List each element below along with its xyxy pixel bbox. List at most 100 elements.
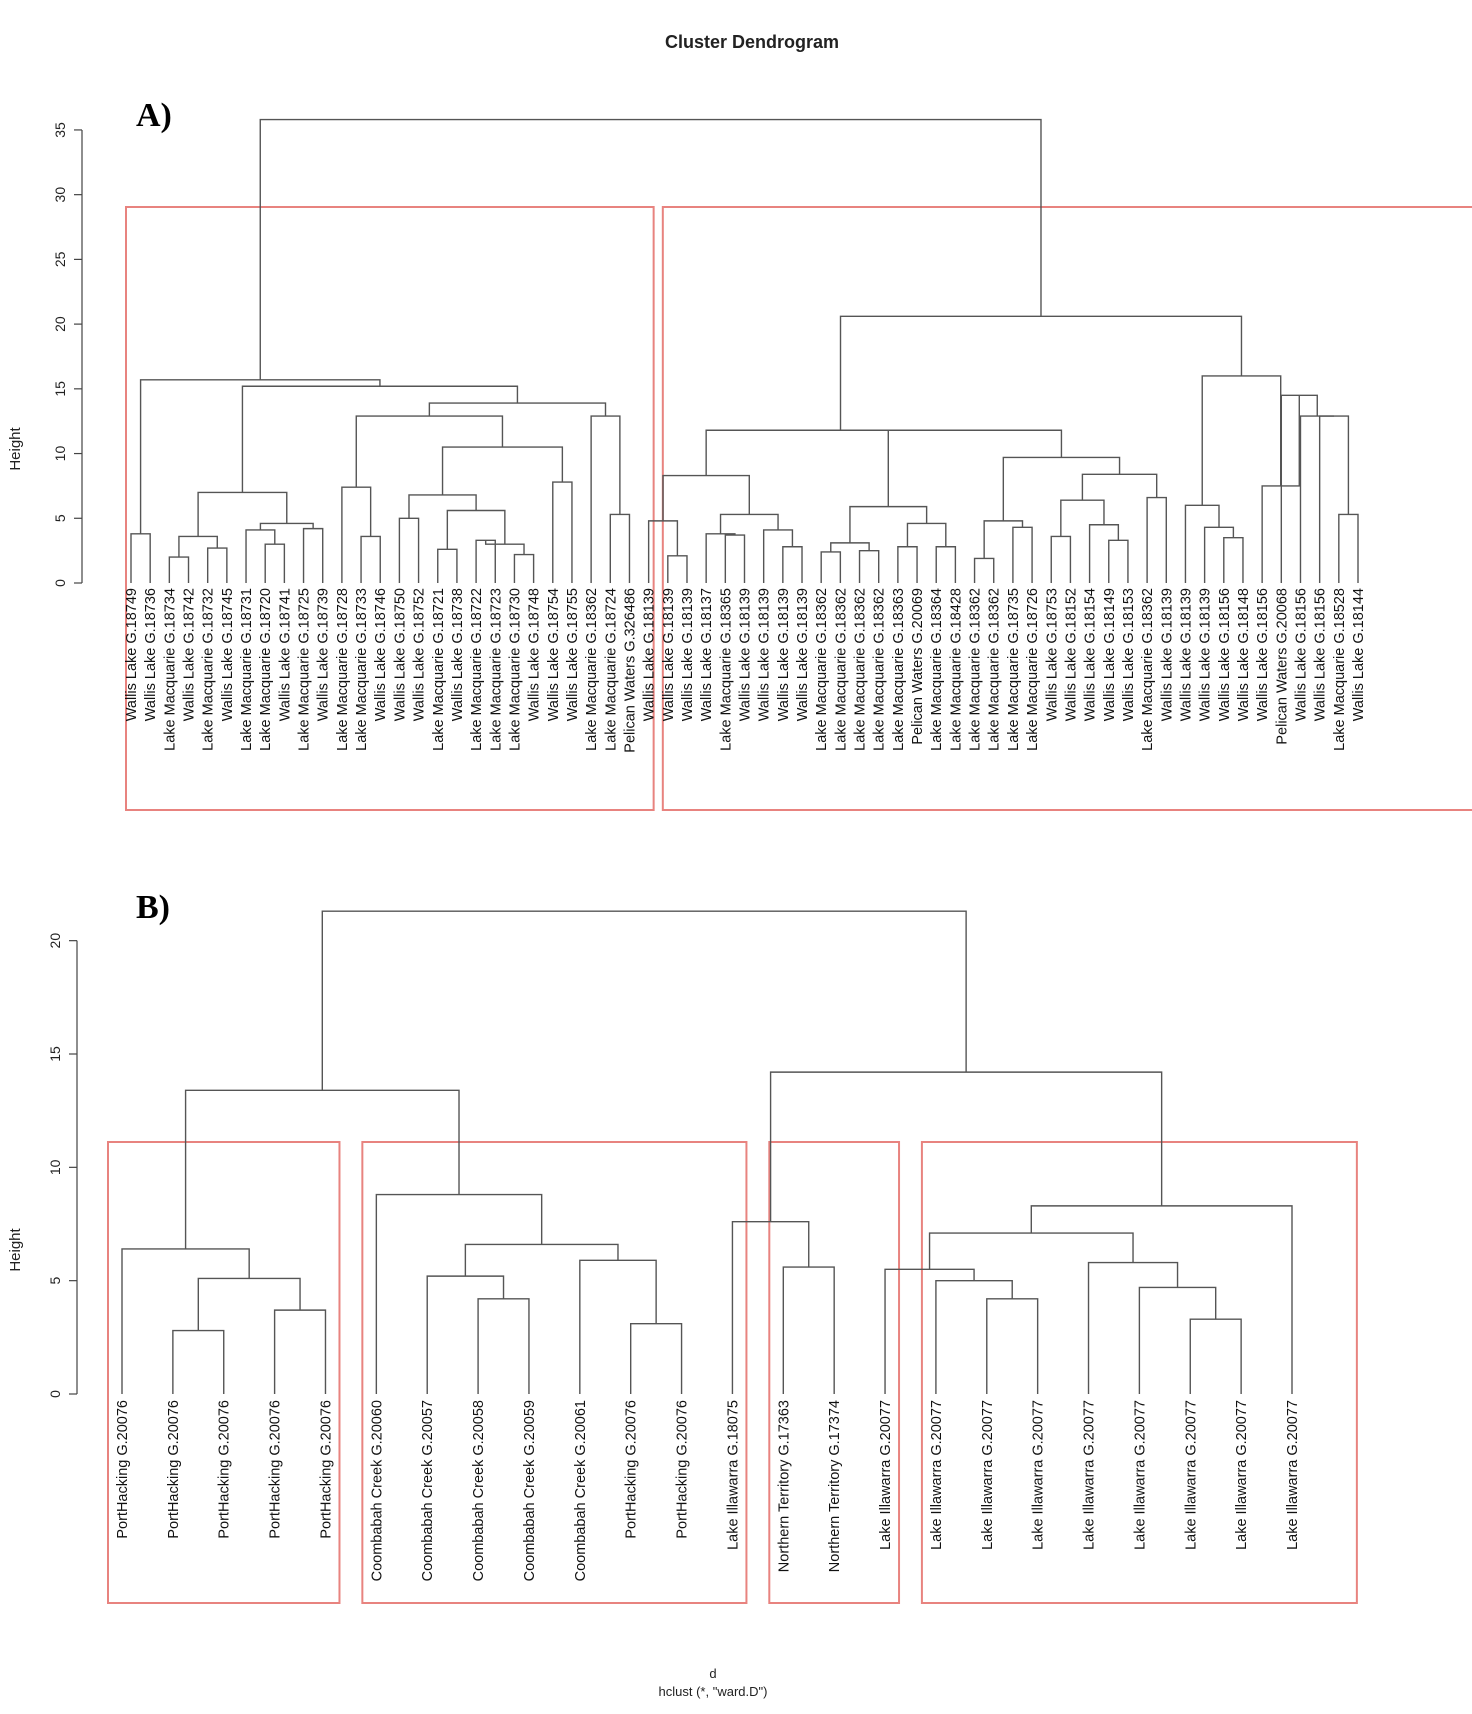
panel-a-label: A) xyxy=(136,97,172,134)
leaf-label: Wallis Lake G.18154 xyxy=(1083,588,1099,721)
leaf-label: Lake Macquarie G.18722 xyxy=(469,588,485,751)
leaf-label: Coombabah Creek G.20057 xyxy=(420,1400,436,1581)
leaf-label: Lake Macquarie G.18428 xyxy=(948,588,964,751)
leaf-label: PortHacking G.20076 xyxy=(675,1400,691,1539)
leaf-label: Lake Macquarie G.18362 xyxy=(853,588,869,751)
dendrogram-branch xyxy=(705,429,975,476)
leaf-label: Lake Macquarie G.18363 xyxy=(891,588,907,751)
leaf-label: Lake Illawarra G.20077 xyxy=(1082,1400,1098,1550)
dendrogram-branch xyxy=(475,539,496,583)
leaf-label: Lake Macquarie G.18725 xyxy=(297,588,313,751)
leaf-label: Lake Macquarie G.18734 xyxy=(162,588,178,751)
leaf-label: Lake Illawarra G.20077 xyxy=(929,1400,945,1550)
y-tick-label: 25 xyxy=(52,251,68,267)
leaf-label: PortHacking G.20076 xyxy=(318,1400,334,1539)
leaf-label: Pelican Waters G.326486 xyxy=(622,588,638,753)
leaf-label: Wallis Lake G.18750 xyxy=(392,588,408,721)
dendrogram-branch xyxy=(935,1279,1013,1394)
leaf-label: PortHacking G.20076 xyxy=(268,1400,284,1539)
leaf-label: Wallis Lake G.18739 xyxy=(316,588,332,721)
y-tick-label: 0 xyxy=(47,1390,63,1398)
dendrogram-branch xyxy=(1203,526,1235,583)
dendrogram-branch xyxy=(906,522,947,547)
panel-b-cluster-rectangles xyxy=(107,1141,1358,1604)
leaf-label: Wallis Lake G.18736 xyxy=(143,588,159,721)
leaf-label: Wallis Lake G.18748 xyxy=(527,588,543,721)
leaf-label: Coombabah Creek G.20059 xyxy=(522,1400,538,1581)
cluster-rectangle xyxy=(107,1141,341,1604)
leaf-label: Coombabah Creek G.20058 xyxy=(471,1400,487,1581)
leaf-label: Wallis Lake G.18139 xyxy=(757,588,773,721)
dendrogram-branch xyxy=(1299,415,1335,583)
panel-b-label: B) xyxy=(136,889,170,926)
leaf-label: Lake Macquarie G.18362 xyxy=(968,588,984,751)
leaf-label: Northern Territory G.17374 xyxy=(827,1400,843,1572)
dendrogram-branch xyxy=(1002,456,1121,521)
panel-b-leaf-labels: PortHacking G.20076 PortHacking G.20076 Po… xyxy=(115,1400,1301,1581)
dendrogram-branch xyxy=(858,549,880,583)
dendrogram-branch xyxy=(1081,473,1158,501)
chart-title: Cluster Dendrogram xyxy=(665,32,839,52)
dendrogram-branch xyxy=(782,546,803,583)
dendrogram-branch xyxy=(590,415,621,583)
leaf-label: Wallis Lake G.18749 xyxy=(124,588,140,721)
leaf-label: Lake Macquarie G.18735 xyxy=(1006,588,1022,751)
leaf-label: Wallis Lake G.18156 xyxy=(1313,588,1329,721)
y-tick-label: 35 xyxy=(52,122,68,138)
leaf-label: Lake Macquarie G.18724 xyxy=(603,588,619,751)
dendrogram-branch xyxy=(647,520,679,583)
y-tick-label: 10 xyxy=(52,446,68,462)
leaf-label: Lake Illawarra G.20077 xyxy=(1183,1400,1199,1550)
leaf-label: Lake Macquarie G.18362 xyxy=(814,588,830,751)
leaf-label: Wallis Lake G.18148 xyxy=(1236,588,1252,721)
leaf-label: Wallis Lake G.18149 xyxy=(1102,588,1118,721)
y-tick-label: 5 xyxy=(47,1277,63,1285)
leaf-label: Lake Macquarie G.18364 xyxy=(929,588,945,751)
leaf-label: Lake Macquarie G.18732 xyxy=(201,588,217,751)
panel-a: A) Height 0 5 10 15 20 25 30 35 Wallis Lake G.1… xyxy=(7,97,1472,811)
leaf-label: Wallis Lake G.18753 xyxy=(1044,588,1060,721)
leaf-label: Wallis Lake G.18156 xyxy=(1217,588,1233,721)
leaf-label: Wallis Lake G.18139 xyxy=(1198,588,1214,721)
dendrogram-branch xyxy=(849,505,928,543)
leaf-label: Wallis Lake G.18156 xyxy=(1293,588,1309,721)
leaf-label: Wallis Lake G.18752 xyxy=(412,588,428,721)
leaf-label: Lake Illawarra G.20077 xyxy=(980,1400,996,1550)
leaf-label: Lake Illawarra G.20077 xyxy=(1285,1400,1301,1550)
leaf-label: Lake Illawarra G.20077 xyxy=(878,1400,894,1550)
leaf-label: Lake Macquarie G.18726 xyxy=(1025,588,1041,751)
y-tick-label: 15 xyxy=(52,381,68,397)
leaf-label: Lake Macquarie G.18733 xyxy=(354,588,370,751)
dendrogram-branch xyxy=(264,543,286,583)
dendrogram-branch xyxy=(398,517,420,583)
leaf-label: Wallis Lake G.18139 xyxy=(776,588,792,721)
dendrogram-branch xyxy=(782,1266,835,1394)
y-tick-label: 15 xyxy=(47,1046,63,1062)
dendrogram-branch xyxy=(1012,526,1033,583)
dendrogram-branch xyxy=(579,1259,657,1394)
leaf-label: Lake Macquarie G.18362 xyxy=(584,588,600,751)
dendrogram-branch xyxy=(259,522,314,530)
leaf-label: Northern Territory G.17363 xyxy=(776,1400,792,1572)
leaf-label: Pelican Waters G.20068 xyxy=(1274,588,1290,745)
leaf-label: Wallis Lake G.18139 xyxy=(795,588,811,721)
cluster-rectangle xyxy=(125,206,655,811)
dendrogram-branch xyxy=(897,546,918,583)
dendrogram-branch xyxy=(1146,496,1167,583)
dendrogram-branch xyxy=(355,415,504,488)
leaf-label: Wallis Lake G.18139 xyxy=(642,588,658,721)
y-tick-label: 20 xyxy=(47,933,63,949)
leaf-label: Wallis Lake G.18738 xyxy=(450,588,466,721)
dendrogram-branch xyxy=(973,557,995,583)
leaf-label: Wallis Lake G.18742 xyxy=(182,588,198,721)
dendrogram-branch xyxy=(197,491,288,537)
leaf-label: Wallis Lake G.18144 xyxy=(1351,588,1367,721)
panel-b-branches xyxy=(121,910,1293,1394)
panel-a-y-axis-title: Height xyxy=(7,426,24,470)
leaf-label: Pelican Waters G.20069 xyxy=(910,588,926,745)
dendrogram-branch xyxy=(928,1232,1134,1270)
leaf-label: Wallis Lake G.18746 xyxy=(373,588,389,721)
panel-a-branches xyxy=(130,118,1359,583)
